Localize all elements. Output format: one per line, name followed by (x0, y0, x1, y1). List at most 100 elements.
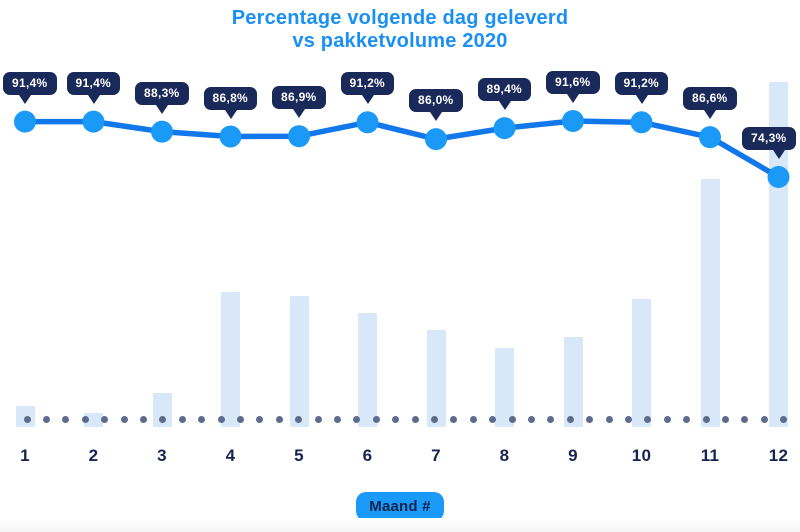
baseline-dot (236, 415, 244, 423)
data-label-badge-month-1: 91,4% (3, 71, 57, 104)
line-marker-month-6 (356, 111, 379, 134)
badge-tail (430, 112, 442, 122)
data-label-badge-month-10: 91,2% (614, 72, 669, 105)
month-axis-pill: Maand # (356, 492, 444, 521)
volume-bar-month-4 (221, 292, 240, 427)
x-axis-label-month-5: 5 (294, 446, 304, 465)
data-label-badge-month-2: 91,4% (66, 71, 121, 104)
volume-bar-month-2 (84, 413, 103, 427)
baseline-dot (683, 415, 691, 423)
baseline-dot (314, 415, 322, 423)
data-label-badge-month-12: 74,3% (742, 126, 796, 159)
x-axis-title-row: Maand # (0, 492, 800, 521)
percentage-line (22, 118, 782, 180)
line-marker-month-5 (288, 125, 310, 148)
baseline-dot (624, 415, 632, 423)
baseline-dot (372, 415, 380, 423)
x-axis-label-month-1: 1 (20, 446, 30, 465)
line-marker-month-2 (82, 110, 105, 133)
baseline-dot (663, 415, 671, 423)
baseline-dot (450, 415, 458, 423)
x-axis-label-month-9: 9 (568, 446, 578, 465)
baseline-dot (62, 415, 70, 423)
baseline-dot (81, 415, 89, 423)
volume-bar-month-5 (289, 295, 309, 427)
data-label-badge-month-7: 86,0% (409, 89, 463, 122)
baseline-dot (159, 415, 167, 423)
line-marker-month-9 (562, 110, 584, 132)
line-marker-month-3 (151, 120, 173, 143)
baseline-dot (547, 415, 555, 423)
badge-tail (293, 109, 305, 119)
badge-tail (635, 95, 648, 105)
line-marker-month-11 (699, 126, 721, 149)
badge-tail (498, 101, 511, 111)
baseline-dot (256, 415, 264, 423)
badge-tail (567, 94, 579, 103)
x-axis-label-month-12: 12 (768, 446, 789, 465)
baseline-dot (23, 415, 31, 423)
chart-title-line1: Percentage volgende dag geleverd (231, 7, 569, 29)
volume-bar-month-6 (358, 313, 377, 427)
x-axis-label-month-10: 10 (631, 446, 652, 465)
badge-tail (19, 94, 31, 104)
baseline-dot (586, 415, 594, 423)
badge-tail (87, 94, 100, 104)
volume-bar-month-11 (700, 178, 720, 427)
baseline-dot (527, 415, 535, 423)
baseline-dot (333, 415, 341, 423)
baseline-dot (702, 415, 710, 423)
baseline-dot (780, 415, 788, 423)
baseline-dot (489, 415, 497, 423)
volume-bar-month-9 (563, 337, 583, 427)
baseline-dot (275, 415, 283, 423)
x-axis-label-month-11: 11 (700, 446, 720, 465)
x-axis-label-month-6: 6 (362, 446, 373, 465)
data-label-badge-month-9: 91,6% (546, 71, 600, 103)
baseline-dot (392, 415, 400, 423)
baseline-dot (217, 415, 225, 423)
badge-tail (224, 109, 237, 119)
x-axis-label-month-4: 4 (225, 446, 236, 465)
x-axis-label-month-7: 7 (431, 446, 441, 465)
baseline-dot (741, 415, 749, 423)
line-marker-month-7 (425, 128, 447, 151)
x-axis-label-month-8: 8 (499, 446, 510, 465)
volume-bar-month-7 (426, 330, 446, 427)
baseline-dot (566, 415, 574, 423)
line-marker-month-4 (219, 125, 242, 148)
badge-tail (156, 104, 168, 114)
baseline-dot (721, 415, 729, 423)
line-marker-month-1 (14, 110, 36, 133)
volume-bar-month-8 (495, 347, 514, 427)
x-axis-label-month-2: 2 (88, 446, 99, 465)
data-label-badge-month-8: 89,4% (477, 78, 532, 111)
data-label-badge-month-4: 86,8% (203, 86, 258, 119)
baseline-dot (430, 415, 438, 423)
badge-tail (704, 110, 716, 120)
baseline-dot (295, 415, 303, 423)
badge-tail (361, 95, 374, 105)
baseline-dot (411, 415, 419, 423)
chart-title-line2: vs pakketvolume 2020 (292, 30, 508, 52)
baseline-dot (760, 415, 768, 423)
volume-bar-month-10 (632, 299, 651, 427)
data-label-badge-month-3: 88,3% (135, 81, 189, 114)
baseline-dot (605, 415, 613, 423)
baseline-dot (198, 415, 206, 423)
line-marker-month-10 (630, 111, 653, 134)
badge-tail (772, 149, 785, 159)
baseline-dot (469, 415, 477, 423)
chart-title: Percentage volgende dag geleverd vs pakk… (0, 7, 800, 53)
baseline-dot (101, 415, 109, 423)
baseline-dot (353, 415, 361, 423)
baseline-dot (644, 415, 652, 423)
baseline-dot (139, 415, 147, 423)
baseline-dot (508, 415, 516, 423)
x-axis-label-month-3: 3 (157, 446, 167, 465)
line-marker-month-8 (493, 117, 516, 140)
data-label-badge-month-11: 86,6% (683, 87, 737, 120)
baseline-dot (120, 415, 128, 423)
